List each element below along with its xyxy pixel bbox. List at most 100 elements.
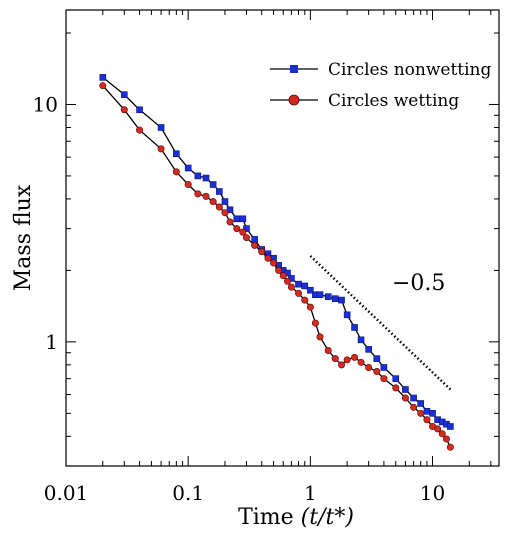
- data-point-circles-nonwetting: [392, 375, 400, 382]
- data-point-circles-wetting: [270, 259, 278, 267]
- x-tick-label: 0.1: [172, 481, 204, 505]
- data-point-circles-nonwetting: [331, 295, 339, 302]
- series-line-circles-wetting: [102, 85, 451, 448]
- annotation-layer: [309, 255, 454, 393]
- data-point-circles-nonwetting: [295, 280, 302, 288]
- data-point-circles-nonwetting: [233, 215, 241, 223]
- data-point-circles-nonwetting: [351, 324, 358, 331]
- data-point-circles-nonwetting: [202, 174, 210, 182]
- data-point-circles-wetting: [442, 435, 450, 443]
- data-point-circles-nonwetting: [417, 400, 424, 407]
- y-tick-label: 1: [45, 330, 58, 354]
- data-point-circles-wetting: [446, 443, 454, 451]
- series-layer: [99, 74, 454, 451]
- series-line-circles-nonwetting: [102, 76, 451, 428]
- data-point-circles-wetting: [324, 346, 332, 354]
- x-tick-label: 10: [420, 481, 445, 505]
- data-point-circles-wetting: [287, 283, 295, 291]
- data-point-circles-nonwetting: [423, 407, 431, 415]
- data-point-circles-wetting: [351, 353, 359, 361]
- data-point-circles-wetting: [306, 303, 314, 311]
- data-point-circles-nonwetting: [301, 282, 309, 290]
- data-point-circles-wetting: [338, 361, 346, 369]
- legend-marker-wetting: [288, 94, 300, 106]
- x-axis-title-word: Time: [238, 505, 294, 530]
- data-point-circles-nonwetting: [251, 236, 258, 243]
- data-point-circles-wetting: [202, 192, 210, 200]
- x-axis-title-math: (t/t*): [301, 505, 354, 530]
- data-point-circles-nonwetting: [157, 124, 165, 131]
- data-point-circles-wetting: [194, 190, 202, 198]
- data-point-circles-nonwetting: [239, 215, 247, 223]
- data-point-circles-nonwetting: [402, 386, 409, 393]
- y-tick-label: 10: [33, 92, 58, 116]
- data-point-circles-wetting: [226, 218, 234, 226]
- data-point-circles-nonwetting: [447, 423, 454, 430]
- data-point-circles-wetting: [331, 355, 339, 363]
- data-point-circles-wetting: [434, 425, 442, 433]
- data-point-circles-wetting: [380, 375, 388, 383]
- data-point-circles-wetting: [184, 181, 192, 189]
- data-point-circles-wetting: [242, 234, 250, 242]
- data-point-circles-nonwetting: [410, 394, 417, 402]
- x-axis-title: Time (t/t*): [238, 505, 354, 530]
- data-point-circles-wetting: [120, 106, 128, 114]
- data-point-circles-wetting: [301, 296, 309, 304]
- data-point-circles-nonwetting: [429, 410, 436, 417]
- data-point-circles-wetting: [221, 209, 229, 217]
- data-point-circles-nonwetting: [184, 164, 192, 172]
- data-point-circles-wetting: [258, 248, 266, 256]
- data-point-circles-wetting: [365, 363, 373, 371]
- data-point-circles-wetting: [401, 394, 409, 402]
- data-point-circles-wetting: [423, 416, 431, 424]
- slope-reference-line: [309, 255, 454, 393]
- data-point-circles-wetting: [136, 126, 144, 134]
- data-point-circles-nonwetting: [216, 188, 223, 195]
- data-point-circles-nonwetting: [307, 286, 314, 294]
- data-point-circles-wetting: [410, 403, 418, 411]
- slope-label: −0.5: [392, 271, 445, 296]
- data-point-circles-nonwetting: [221, 198, 229, 205]
- data-point-circles-nonwetting: [120, 91, 128, 98]
- ticks-layer: 0.01 0.1 1 10 1 10: [33, 10, 499, 505]
- data-point-circles-wetting: [311, 319, 319, 327]
- data-point-circles-nonwetting: [194, 172, 202, 180]
- data-point-circles-wetting: [357, 358, 365, 366]
- data-point-circles-nonwetting: [380, 364, 388, 371]
- data-point-circles-wetting: [275, 266, 283, 274]
- x-tick-label: 1: [304, 481, 317, 505]
- data-point-circles-nonwetting: [209, 181, 217, 188]
- data-point-circles-wetting: [233, 225, 241, 233]
- data-point-circles-nonwetting: [357, 336, 365, 344]
- data-point-circles-nonwetting: [365, 346, 372, 353]
- data-point-circles-wetting: [215, 203, 223, 211]
- data-point-circles-nonwetting: [226, 206, 234, 214]
- data-point-circles-nonwetting: [338, 296, 345, 304]
- data-point-circles-wetting: [264, 254, 272, 262]
- data-point-circles-wetting: [417, 409, 425, 417]
- data-point-circles-wetting: [209, 198, 217, 206]
- data-point-circles-wetting: [316, 333, 324, 341]
- data-point-circles-nonwetting: [373, 355, 381, 362]
- data-point-circles-nonwetting: [99, 74, 107, 81]
- y-axis-title: Mass flux: [11, 184, 36, 291]
- legend-marker-nonwetting: [290, 65, 298, 73]
- legend-label-nonwetting: Circles nonwetting: [328, 60, 492, 80]
- data-point-circles-nonwetting: [136, 106, 143, 114]
- plot-frame: [65, 9, 500, 467]
- legend-label-wetting: Circles wetting: [328, 91, 459, 111]
- data-point-circles-wetting: [438, 430, 446, 438]
- data-point-circles-nonwetting: [173, 150, 180, 158]
- data-point-circles-wetting: [343, 356, 351, 364]
- x-tick-label: 0.01: [44, 481, 89, 505]
- data-point-circles-wetting: [295, 289, 303, 297]
- data-point-circles-wetting: [283, 277, 291, 285]
- data-point-circles-wetting: [99, 82, 107, 90]
- data-point-circles-nonwetting: [324, 293, 332, 300]
- data-point-circles-wetting: [279, 272, 287, 280]
- data-point-circles-wetting: [157, 145, 165, 153]
- data-point-circles-wetting: [373, 368, 381, 376]
- data-point-circles-nonwetting: [343, 311, 351, 319]
- data-point-circles-wetting: [251, 241, 259, 249]
